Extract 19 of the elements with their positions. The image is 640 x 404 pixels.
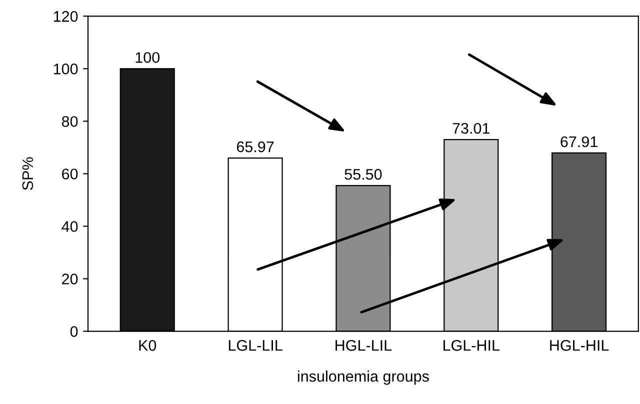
- data-label: 100: [136, 52, 160, 63]
- x-axis-title: insulonemia groups: [298, 370, 429, 385]
- y-tick-label: 60: [62, 168, 78, 180]
- y-tick-label: 20: [62, 274, 78, 284]
- x-tick-label: LGL-LIL: [228, 340, 282, 351]
- data-label: 67.91: [560, 136, 598, 148]
- y-tick-label: 80: [62, 116, 78, 127]
- x-tick-label: HGL-HIL: [550, 340, 609, 351]
- y-axis-title: SP%: [22, 157, 34, 190]
- x-tick-label: HGL-LIL: [336, 340, 392, 351]
- y-tick-label: 100: [54, 64, 78, 74]
- y-tick-label: 0: [70, 326, 78, 337]
- y-tick-label: 120: [54, 11, 78, 22]
- x-tick-label: LGL-HIL: [444, 340, 500, 351]
- x-tick-label: K0: [139, 340, 156, 351]
- data-label: 65.97: [236, 141, 274, 152]
- data-label: 55.50: [344, 168, 382, 180]
- y-tick-label: 40: [62, 221, 78, 232]
- data-label: 73.01: [452, 122, 490, 134]
